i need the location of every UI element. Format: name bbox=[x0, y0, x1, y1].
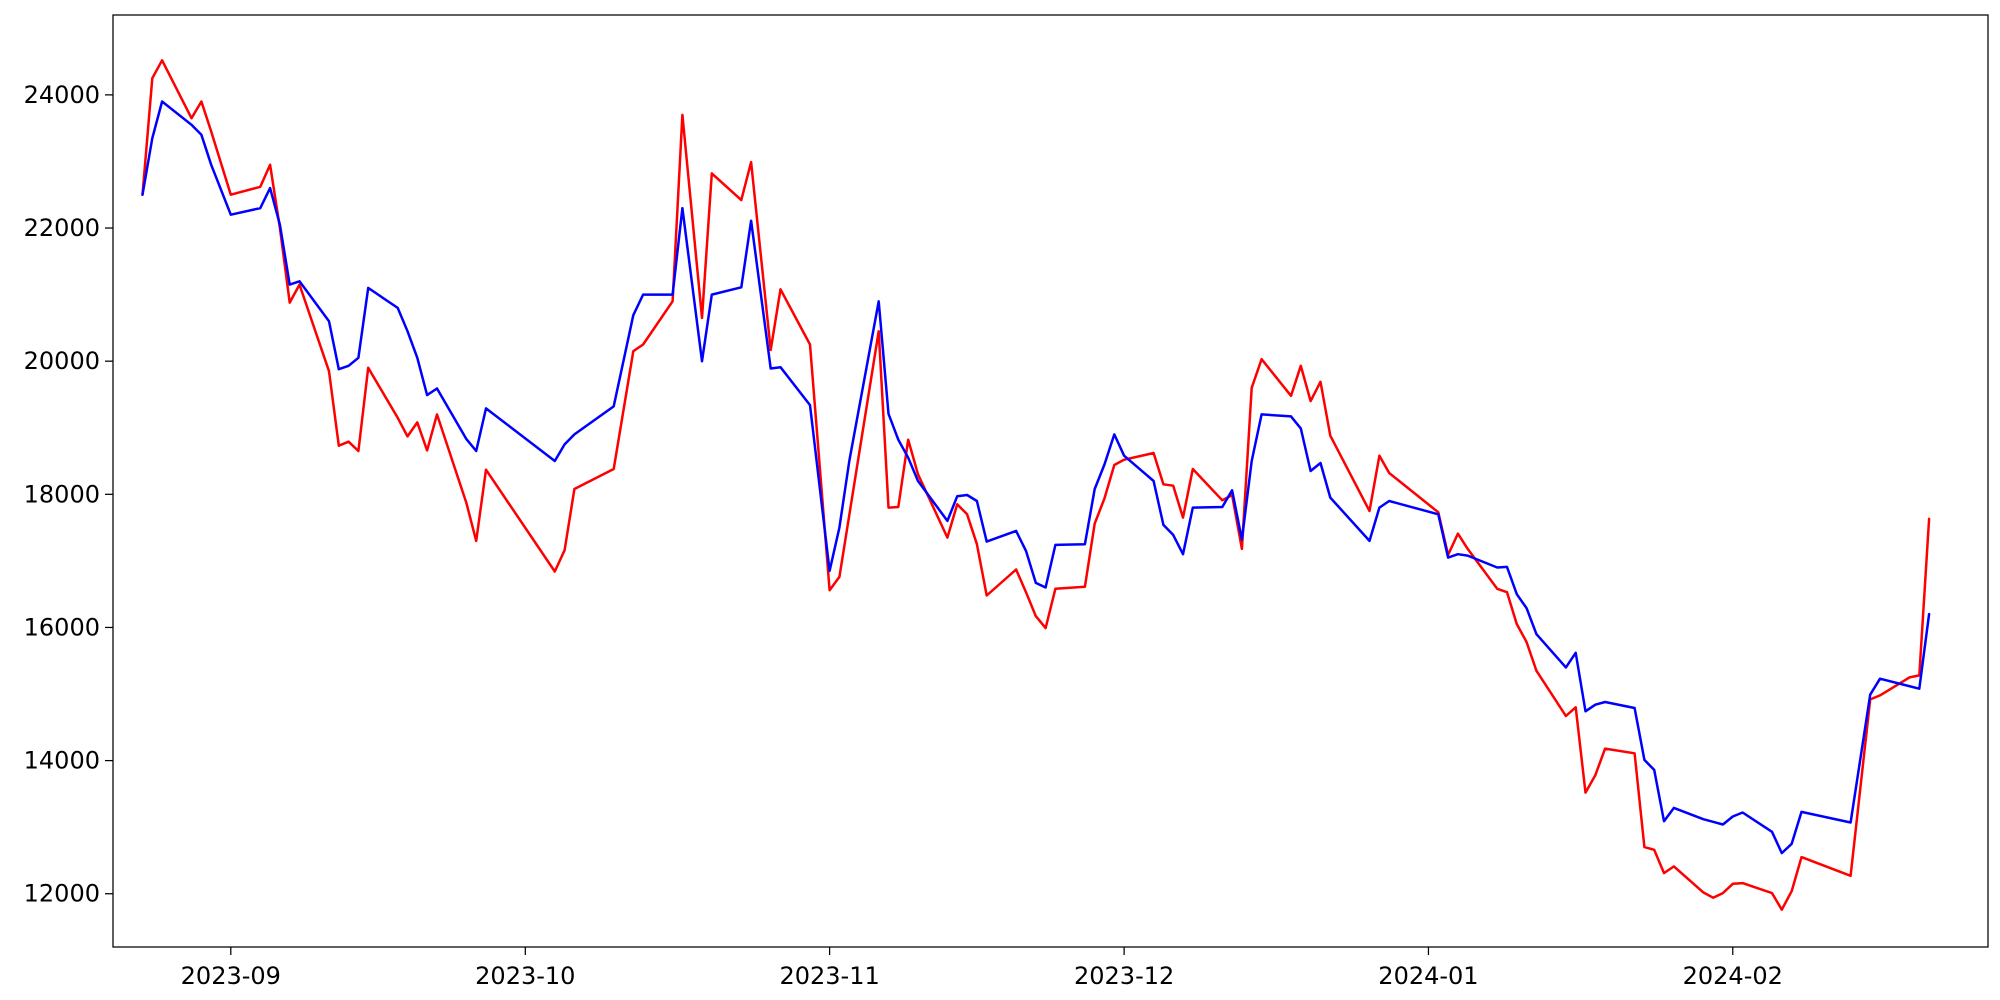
x-tick-label: 2023-10 bbox=[475, 962, 575, 990]
x-tick-label: 2023-11 bbox=[779, 962, 879, 990]
x-tick-label: 2024-01 bbox=[1378, 962, 1478, 990]
y-tick-label: 16000 bbox=[24, 613, 100, 641]
y-tick-label: 12000 bbox=[24, 880, 100, 908]
x-axis: 2023-09 2023-10 2023-11 2023-12 2024-01 2024-… bbox=[181, 947, 1783, 990]
x-tick-label: 2023-09 bbox=[181, 962, 281, 990]
series-layer bbox=[141, 59, 1931, 911]
y-tick-label: 18000 bbox=[24, 480, 100, 508]
series-line-2 bbox=[141, 100, 1931, 855]
plot-area-frame bbox=[112, 14, 1989, 948]
x-tick-label: 2023-12 bbox=[1074, 962, 1174, 990]
y-tick-label: 20000 bbox=[24, 347, 100, 375]
y-axis: 12000 14000 16000 18000 20000 22000 24000 bbox=[24, 81, 113, 908]
y-tick-label: 24000 bbox=[24, 81, 100, 109]
series-line-1 bbox=[141, 59, 1931, 911]
y-tick-label: 14000 bbox=[24, 747, 100, 775]
y-tick-label: 22000 bbox=[24, 214, 100, 242]
x-tick-label: 2024-02 bbox=[1683, 962, 1783, 990]
